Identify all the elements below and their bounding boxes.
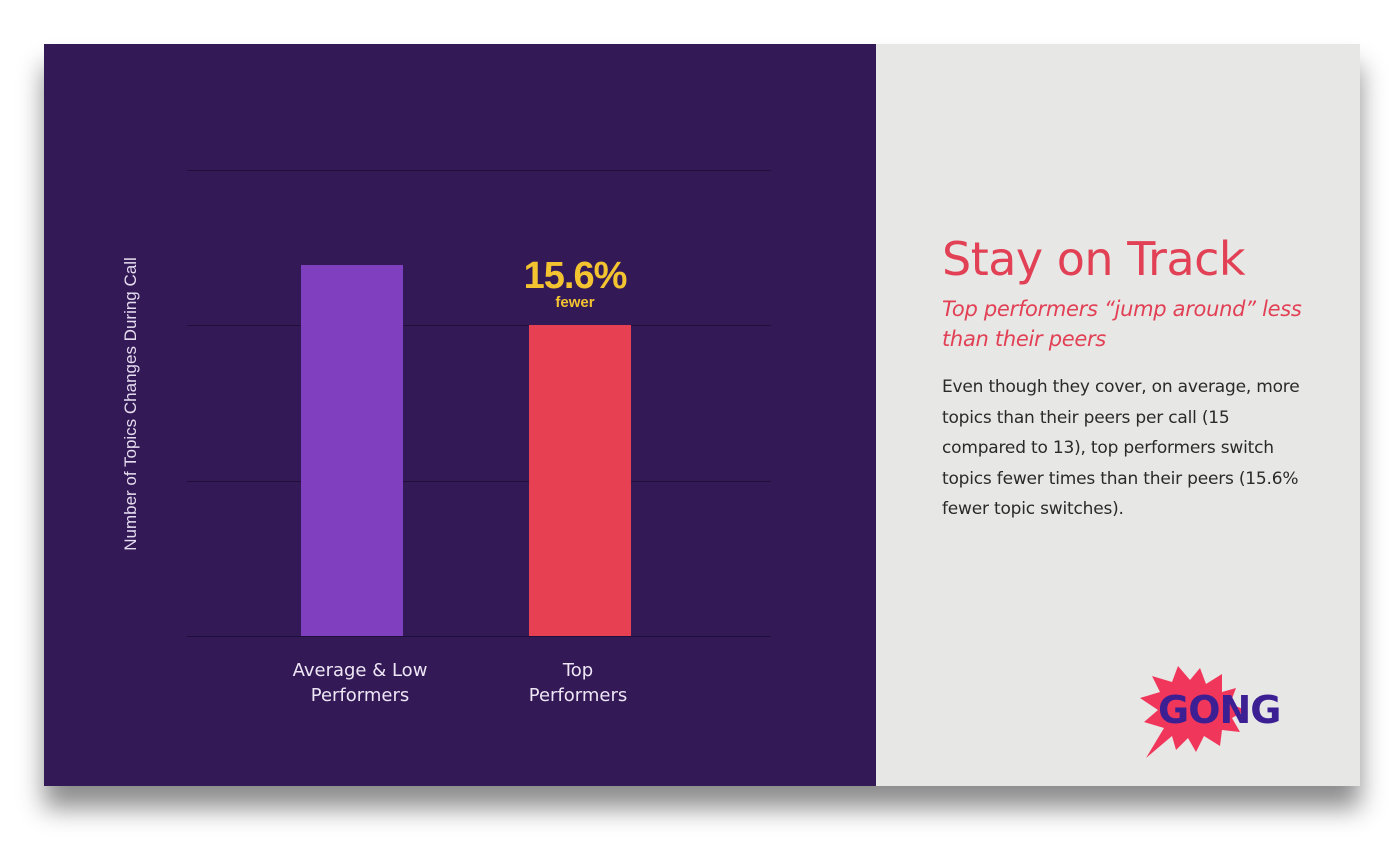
- slide-subtitle: Top performers “jump around” less than t…: [942, 297, 1302, 351]
- x-label-line2: Performers: [528, 685, 628, 706]
- text-panel: Stay on Track Top performers “jump aroun…: [876, 44, 1360, 786]
- gridline-3: [187, 170, 771, 171]
- bar-top-performers: [529, 325, 631, 636]
- x-label-average-low: Average & Low Performers: [260, 658, 460, 708]
- annotation-percentage: 15.6%: [523, 255, 628, 297]
- slide-title: Stay on Track: [942, 232, 1246, 286]
- x-label-line2: Performers: [310, 685, 410, 706]
- burst-icon: [1140, 666, 1246, 758]
- slide-body: Even though they cover, on average, more…: [942, 377, 1300, 519]
- annotation-caption: fewer: [555, 294, 595, 311]
- bar-average-low-performers: [301, 265, 403, 636]
- chart-panel: Number of Topics Changes During Call 15.…: [44, 44, 876, 786]
- gridline-1: [187, 481, 771, 482]
- x-label-top: Top Performers: [478, 658, 678, 708]
- x-label-line1: Top: [562, 660, 594, 681]
- gong-logo: GONG: [1136, 666, 1296, 760]
- y-axis-label: Number of Topics Changes During Call: [121, 257, 140, 551]
- logo-text-ng: NG: [1219, 688, 1282, 732]
- gridline-2: [187, 325, 771, 326]
- slide-card: Number of Topics Changes During Call 15.…: [44, 44, 1360, 786]
- x-label-line1: Average & Low: [292, 660, 428, 681]
- logo-text-go: GO: [1158, 688, 1220, 732]
- baseline: [187, 636, 771, 637]
